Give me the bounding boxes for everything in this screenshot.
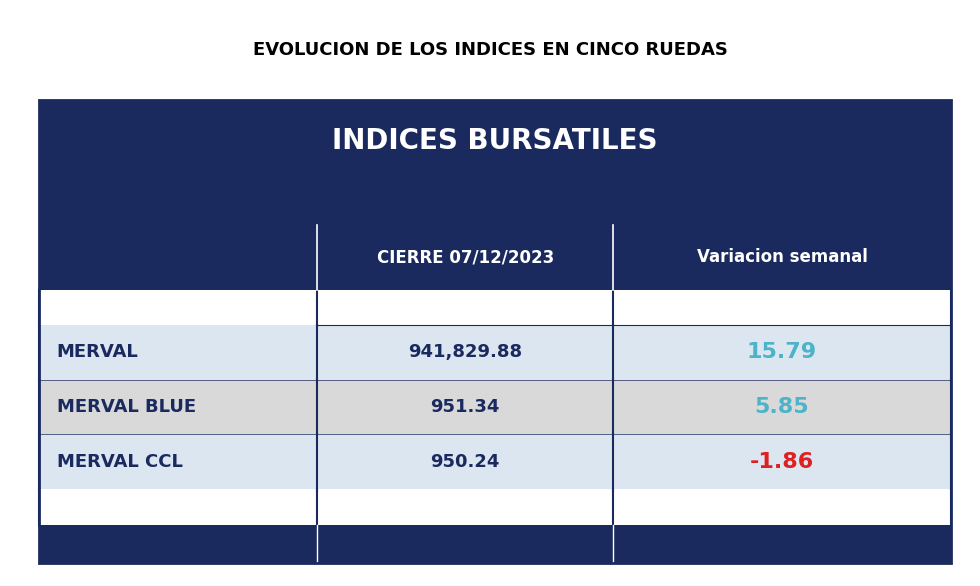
FancyBboxPatch shape: [318, 434, 613, 489]
FancyBboxPatch shape: [39, 100, 951, 183]
FancyBboxPatch shape: [318, 325, 613, 380]
FancyBboxPatch shape: [613, 325, 951, 380]
FancyBboxPatch shape: [39, 325, 318, 380]
Text: 15.79: 15.79: [747, 342, 817, 363]
FancyBboxPatch shape: [318, 226, 613, 289]
Text: Variacion semanal: Variacion semanal: [697, 248, 867, 267]
FancyBboxPatch shape: [39, 183, 951, 226]
FancyBboxPatch shape: [318, 380, 613, 434]
Text: -1.86: -1.86: [750, 452, 814, 472]
FancyBboxPatch shape: [613, 380, 951, 434]
FancyBboxPatch shape: [613, 434, 951, 489]
FancyBboxPatch shape: [39, 226, 318, 289]
FancyBboxPatch shape: [39, 524, 951, 563]
Text: CIERRE 07/12/2023: CIERRE 07/12/2023: [376, 248, 554, 267]
FancyBboxPatch shape: [39, 489, 951, 524]
Text: MERVAL: MERVAL: [57, 343, 138, 362]
FancyBboxPatch shape: [39, 380, 318, 434]
Text: 5.85: 5.85: [755, 397, 809, 417]
FancyBboxPatch shape: [39, 289, 951, 325]
Text: 941,829.88: 941,829.88: [409, 343, 522, 362]
Text: MERVAL CCL: MERVAL CCL: [57, 452, 182, 471]
Text: INDICES BURSATILES: INDICES BURSATILES: [332, 127, 658, 155]
FancyBboxPatch shape: [613, 226, 951, 289]
Text: 951.34: 951.34: [430, 398, 500, 416]
Text: 950.24: 950.24: [430, 452, 500, 471]
Text: MERVAL BLUE: MERVAL BLUE: [57, 398, 196, 416]
Text: EVOLUCION DE LOS INDICES EN CINCO RUEDAS: EVOLUCION DE LOS INDICES EN CINCO RUEDAS: [253, 41, 727, 59]
FancyBboxPatch shape: [39, 434, 318, 489]
